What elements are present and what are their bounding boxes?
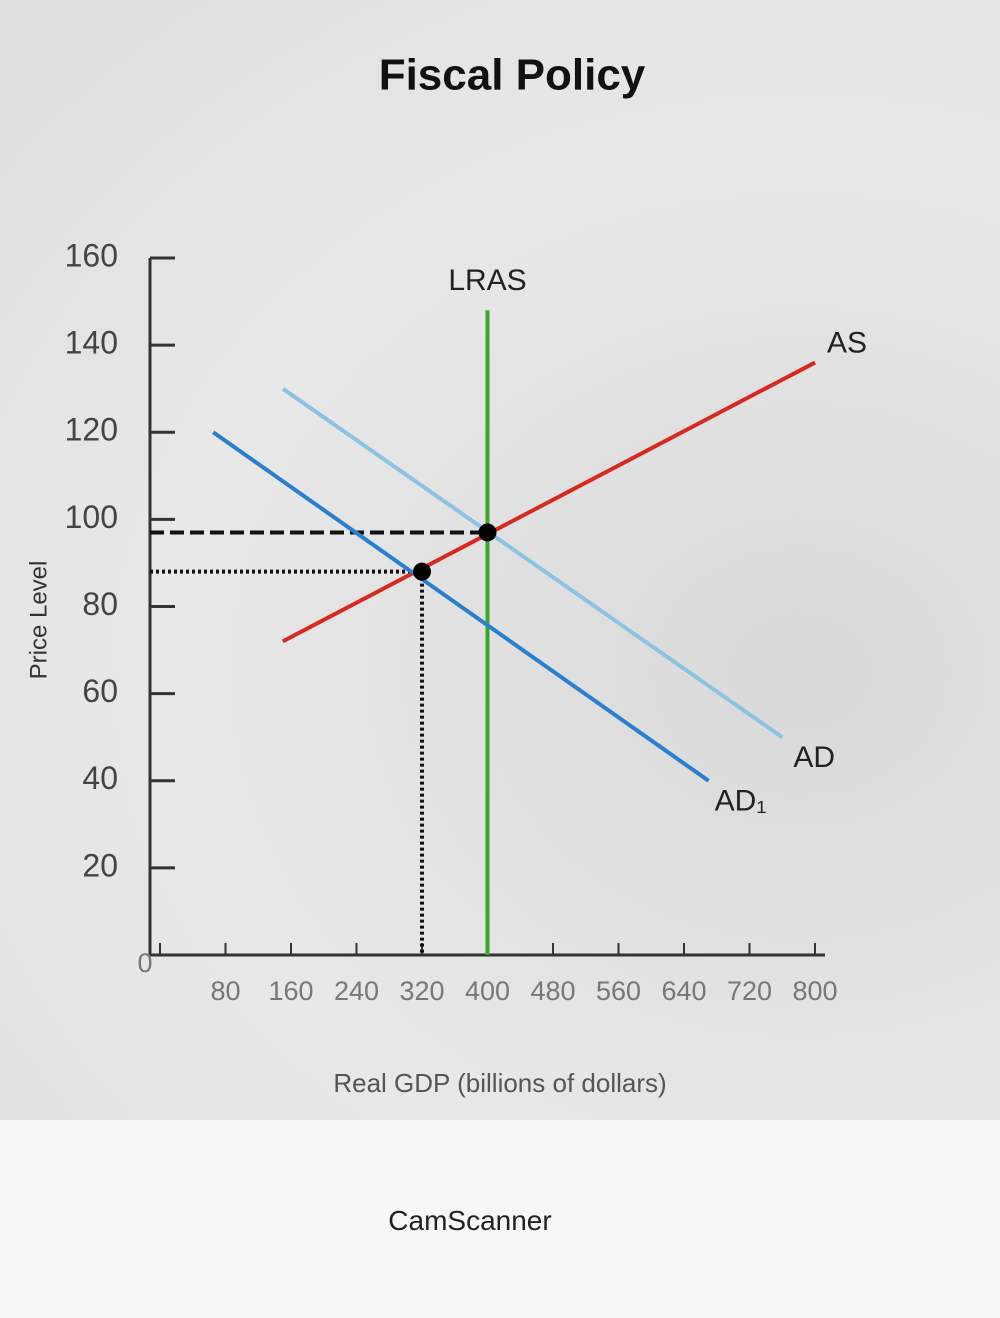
y-tick-label: 40 <box>82 760 118 796</box>
footer <box>0 1120 1000 1318</box>
x-tick-label: 160 <box>268 976 313 1006</box>
series-line <box>281 387 784 739</box>
series-label: AS <box>827 326 867 359</box>
x-tick-label: 0 <box>137 948 152 978</box>
series-label: AD <box>793 741 835 774</box>
footer-text: CamScanner <box>388 1205 552 1236</box>
y-tick-label: 160 <box>65 237 118 273</box>
series-label: LRAS <box>448 264 526 297</box>
chart: Fiscal Policy Real GDP (billions of doll… <box>25 51 867 1098</box>
y-tick-label: 60 <box>82 673 118 709</box>
x-tick-label: 720 <box>727 976 772 1006</box>
series-label: AD₁ <box>715 785 767 818</box>
series-line <box>212 430 710 783</box>
x-axis-label: Real GDP (billions of dollars) <box>333 1068 666 1098</box>
y-tick-label: 120 <box>65 412 118 448</box>
x-tick-label: 320 <box>399 976 444 1006</box>
y-tick-label: 100 <box>65 499 118 535</box>
x-tick-label: 80 <box>210 976 240 1006</box>
x-tick-label: 560 <box>596 976 641 1006</box>
x-tick-label: 480 <box>530 976 575 1006</box>
y-tick-label: 140 <box>65 325 118 361</box>
y-axis-label: Price Level <box>25 561 52 680</box>
equilibrium-point <box>413 562 431 581</box>
x-tick-label: 240 <box>334 976 379 1006</box>
x-tick-label: 640 <box>661 976 706 1006</box>
equilibrium-point <box>478 523 497 542</box>
x-tick-label: 800 <box>792 976 837 1006</box>
chart-background <box>0 0 1000 1120</box>
y-tick-label: 20 <box>82 847 118 883</box>
x-tick-label: 400 <box>465 976 510 1006</box>
chart-title: Fiscal Policy <box>379 51 646 100</box>
y-tick-label: 80 <box>82 586 118 622</box>
series-line <box>281 360 816 644</box>
